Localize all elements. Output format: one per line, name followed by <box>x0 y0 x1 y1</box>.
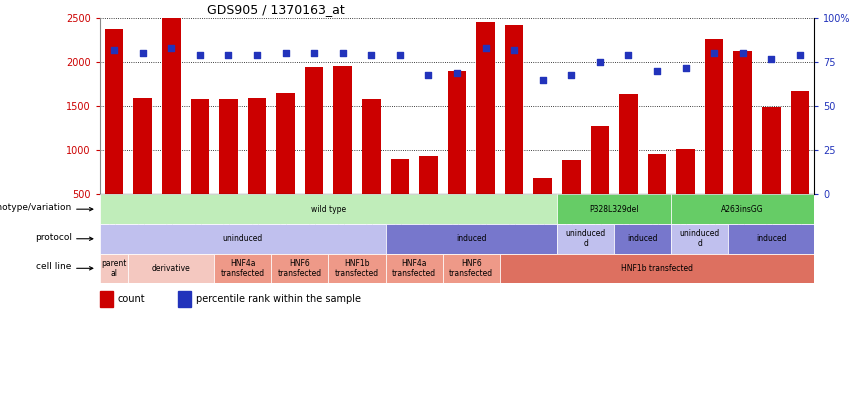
Text: derivative: derivative <box>152 264 191 273</box>
Bar <box>100 254 128 283</box>
Text: HNF6
transfected: HNF6 transfected <box>278 259 322 278</box>
Text: induced: induced <box>628 234 658 243</box>
Bar <box>443 254 500 283</box>
Point <box>679 64 693 71</box>
Bar <box>733 51 752 194</box>
Bar <box>219 99 238 194</box>
Bar <box>391 159 409 194</box>
Bar <box>305 67 324 194</box>
Bar <box>134 98 152 194</box>
Point <box>422 71 436 78</box>
Text: protocol: protocol <box>35 233 72 242</box>
Bar <box>557 224 615 254</box>
Point <box>135 50 149 57</box>
Text: induced: induced <box>756 234 786 243</box>
Text: uninduced
d: uninduced d <box>565 229 606 248</box>
Point <box>279 50 293 57</box>
Bar <box>214 254 272 283</box>
Point <box>793 52 807 58</box>
Bar <box>419 156 437 194</box>
Text: HNF4a
transfected: HNF4a transfected <box>392 259 437 278</box>
Text: genotype/variation: genotype/variation <box>0 203 72 212</box>
Bar <box>100 291 113 307</box>
Point <box>164 45 178 51</box>
Text: HNF1b
transfected: HNF1b transfected <box>335 259 379 278</box>
Bar <box>791 92 809 194</box>
Bar <box>272 254 328 283</box>
Bar <box>100 194 557 224</box>
Text: A263insGG: A263insGG <box>721 205 764 214</box>
Point <box>221 52 235 58</box>
Point <box>736 50 750 57</box>
Point <box>336 50 350 57</box>
Bar <box>333 66 352 194</box>
Bar <box>276 93 295 194</box>
Bar <box>676 149 695 194</box>
Bar <box>557 194 671 224</box>
Bar <box>191 99 209 194</box>
Point <box>564 71 578 78</box>
Bar <box>500 254 814 283</box>
Text: count: count <box>118 294 145 304</box>
Point <box>450 70 464 76</box>
Bar <box>128 254 214 283</box>
Text: induced: induced <box>456 234 487 243</box>
Bar <box>362 99 380 194</box>
Text: wild type: wild type <box>311 205 346 214</box>
Point <box>593 59 607 66</box>
Bar <box>505 25 523 194</box>
Bar <box>615 224 671 254</box>
Text: HNF4a
transfected: HNF4a transfected <box>220 259 265 278</box>
Bar <box>671 194 814 224</box>
Bar <box>385 224 557 254</box>
Point <box>107 47 121 53</box>
Bar <box>534 178 552 194</box>
Point <box>478 45 492 51</box>
Bar <box>619 94 638 194</box>
Text: cell line: cell line <box>36 262 72 271</box>
Text: parent
al: parent al <box>102 259 127 278</box>
Bar <box>385 254 443 283</box>
Bar <box>648 154 667 194</box>
Point <box>307 50 321 57</box>
Bar <box>562 160 581 194</box>
Point <box>507 47 521 53</box>
Bar <box>328 254 385 283</box>
Bar <box>105 29 123 194</box>
Point <box>765 55 779 62</box>
Bar <box>728 224 814 254</box>
Point <box>393 52 407 58</box>
Bar <box>162 18 181 194</box>
Point <box>536 77 549 83</box>
Bar <box>671 224 728 254</box>
Text: uninduced: uninduced <box>222 234 263 243</box>
Text: P328L329del: P328L329del <box>589 205 639 214</box>
Point <box>250 52 264 58</box>
Text: HNF6
transfected: HNF6 transfected <box>450 259 493 278</box>
Point <box>621 52 635 58</box>
Text: uninduced
d: uninduced d <box>680 229 720 248</box>
Point <box>365 52 378 58</box>
Point <box>707 50 721 57</box>
Bar <box>762 107 780 194</box>
Point <box>193 52 207 58</box>
Bar <box>477 22 495 194</box>
Bar <box>100 224 385 254</box>
Point <box>650 68 664 75</box>
Bar <box>247 98 266 194</box>
Bar <box>705 39 723 194</box>
Text: HNF1b transfected: HNF1b transfected <box>621 264 693 273</box>
Text: percentile rank within the sample: percentile rank within the sample <box>196 294 361 304</box>
Bar <box>179 291 191 307</box>
Bar <box>590 126 609 194</box>
Text: GDS905 / 1370163_at: GDS905 / 1370163_at <box>207 3 345 16</box>
Bar <box>448 71 466 194</box>
